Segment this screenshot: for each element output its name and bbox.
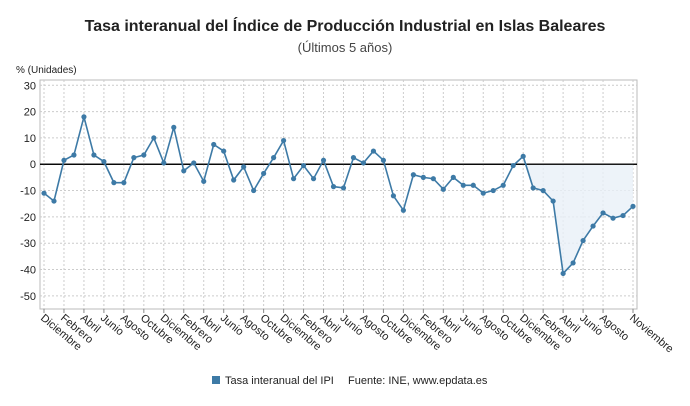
point — [320, 157, 327, 163]
point — [261, 170, 267, 177]
point — [161, 160, 167, 166]
point — [181, 168, 187, 174]
point — [610, 215, 616, 221]
legend: Tasa interanual del IPI Fuente: INE, www… — [212, 375, 488, 387]
chart-title: Tasa interanual del Índice de Producción… — [85, 16, 606, 35]
y-tick-label: 0 — [30, 159, 36, 171]
point — [71, 152, 77, 158]
point — [500, 182, 506, 188]
point — [520, 153, 526, 159]
point — [620, 212, 626, 219]
point — [590, 223, 596, 229]
chart-subtitle: (Últimos 5 años) — [298, 40, 393, 55]
y-axis-label: % (Unidades) — [16, 65, 77, 76]
point — [370, 148, 377, 154]
point — [141, 152, 147, 158]
point — [300, 162, 307, 169]
point — [211, 141, 217, 148]
point — [400, 207, 406, 213]
point — [340, 185, 347, 191]
point — [290, 176, 297, 182]
point — [280, 137, 287, 144]
point — [131, 155, 137, 161]
y-tick-label: 20 — [24, 107, 36, 119]
point — [51, 198, 57, 204]
point — [191, 160, 197, 166]
point — [470, 182, 476, 188]
y-tick-label: -20 — [20, 212, 36, 224]
point — [580, 237, 586, 244]
point — [600, 210, 606, 216]
point — [111, 180, 117, 186]
point — [440, 186, 446, 192]
y-tick-label: -10 — [20, 186, 36, 198]
point — [201, 178, 207, 184]
point — [390, 193, 397, 199]
point — [630, 203, 636, 209]
y-tick-label: -50 — [20, 291, 36, 303]
point — [231, 177, 237, 183]
point — [271, 155, 277, 161]
point — [450, 174, 456, 180]
area — [523, 156, 633, 274]
point — [81, 114, 87, 120]
point — [510, 162, 516, 169]
point — [171, 124, 177, 130]
point — [121, 180, 127, 186]
x-tick-label: Noviembre — [627, 312, 675, 355]
point — [540, 187, 546, 194]
point — [360, 160, 367, 166]
y-tick-label: -30 — [20, 238, 36, 250]
point — [41, 190, 47, 196]
point — [530, 185, 536, 191]
point — [310, 176, 317, 182]
y-tick-label: 10 — [24, 133, 36, 145]
point — [490, 187, 496, 194]
point — [91, 152, 97, 158]
plot-border — [39, 79, 638, 310]
legend-label: Tasa interanual del IPI — [225, 375, 334, 387]
point — [350, 155, 357, 161]
series-line — [43, 113, 634, 276]
point — [101, 158, 107, 165]
point — [410, 172, 416, 178]
point — [251, 187, 257, 194]
source: Fuente: INE, www.epdata.es — [348, 375, 488, 387]
point — [241, 164, 247, 170]
point — [151, 135, 157, 141]
point — [221, 148, 227, 154]
y-tick-label: -40 — [20, 265, 36, 277]
point — [430, 176, 436, 182]
point — [480, 190, 486, 196]
point — [61, 157, 67, 163]
point — [550, 198, 556, 204]
point — [330, 184, 337, 190]
legend-swatch — [212, 376, 220, 384]
y-tick-label: 30 — [24, 80, 36, 92]
point — [420, 174, 426, 180]
point — [380, 157, 387, 163]
point — [560, 270, 566, 277]
point — [570, 260, 576, 266]
point — [460, 182, 466, 188]
